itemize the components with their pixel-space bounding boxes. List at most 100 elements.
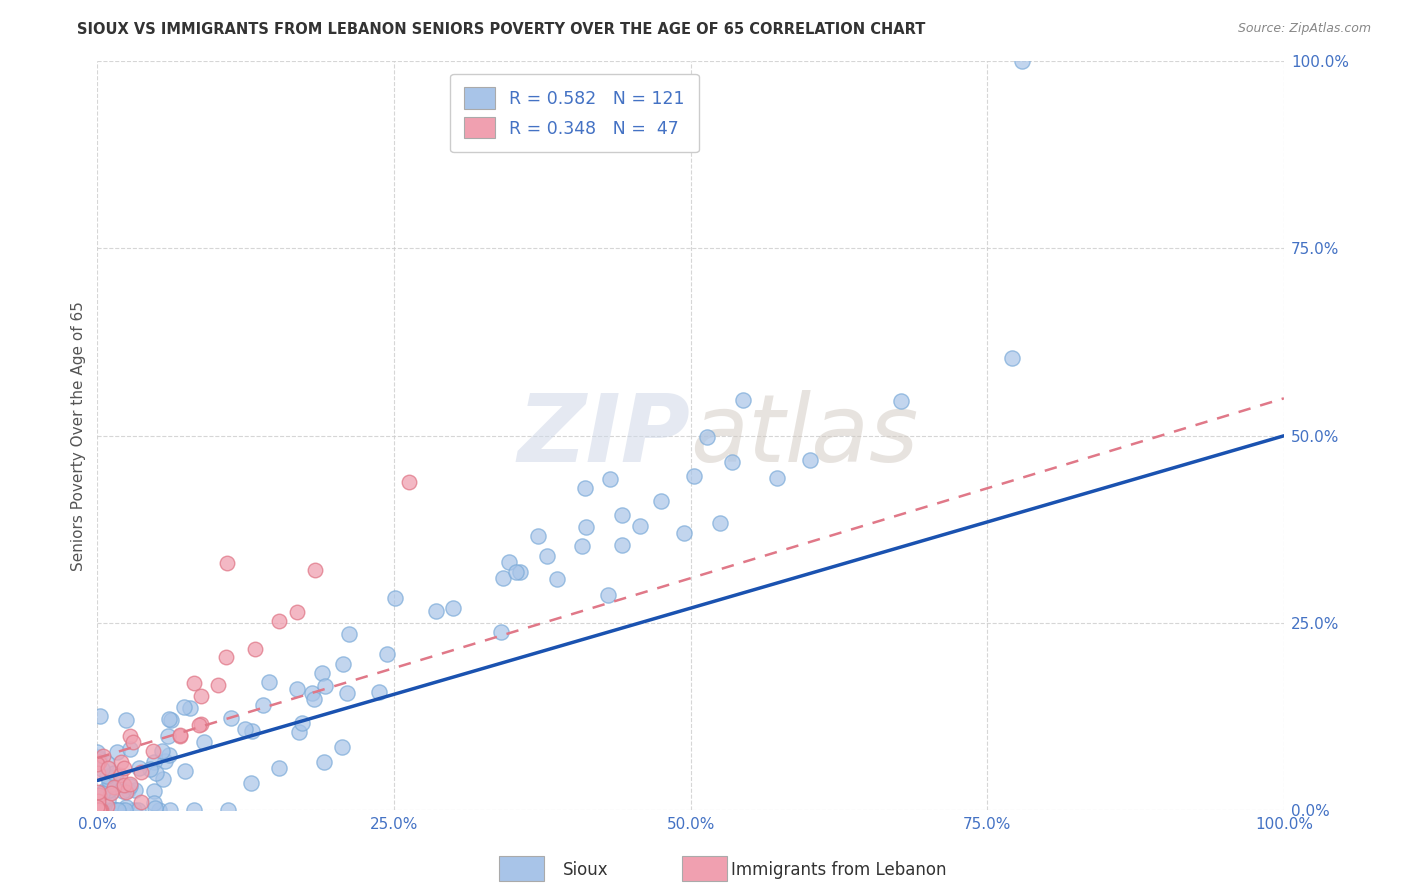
Point [546,573,568,587]
Point [87,804,110,818]
Point [610,508,633,522]
Text: Immigrants from Lebanon: Immigrants from Lebanon [731,861,946,879]
Point [114,779,136,793]
Point [285,681,308,696]
Point [89,804,111,818]
Point [143,801,166,815]
Text: ZIP: ZIP [517,390,690,482]
Point [207,678,229,692]
Point [217,556,239,570]
Point [104,770,127,784]
Point [252,698,274,712]
Point [103,803,125,817]
Point [153,754,176,768]
Point [86,795,108,809]
Point [122,735,145,749]
Point [86,800,108,814]
Point [127,804,149,818]
Point [612,538,634,552]
Point [187,718,209,732]
Point [87,752,110,766]
Point [375,647,398,661]
Point [174,764,197,778]
Point [90,804,112,818]
Point [90,803,112,817]
Point [152,744,174,758]
Point [179,701,201,715]
Point [86,804,108,818]
Point [765,471,787,485]
Point [190,717,212,731]
Point [312,756,335,770]
Point [173,700,195,714]
Point [245,641,267,656]
Point [96,756,118,771]
Point [114,785,136,799]
Point [87,750,110,764]
Point [104,804,127,818]
Y-axis label: Seniors Poverty Over the Age of 65: Seniors Poverty Over the Age of 65 [72,301,86,571]
Point [87,804,110,818]
Point [100,777,122,791]
Point [799,453,821,467]
Point [115,713,138,727]
Text: atlas: atlas [690,391,920,482]
Point [235,722,257,736]
Point [148,804,170,818]
Point [672,526,695,541]
Point [143,755,166,769]
Point [118,742,141,756]
Point [91,748,114,763]
Point [91,804,114,818]
Point [142,743,165,757]
Point [117,783,139,797]
Point [169,728,191,742]
Point [159,804,181,818]
Point [89,804,111,818]
Point [139,762,162,776]
Point [630,518,652,533]
Point [94,783,117,797]
Point [86,804,108,818]
Point [112,761,135,775]
Point [97,761,120,775]
Point [304,563,326,577]
Point [104,804,127,818]
Point [574,481,596,495]
Point [169,729,191,743]
Point [98,782,121,797]
Point [190,689,212,703]
Point [128,761,150,775]
Point [114,804,136,818]
Point [696,430,718,444]
Point [509,565,531,579]
Point [86,756,108,771]
Point [219,711,242,725]
Point [215,649,238,664]
Point [89,804,111,818]
Point [122,804,145,818]
Point [337,627,360,641]
Point [87,765,110,780]
Point [101,804,124,818]
Point [86,804,108,818]
Legend: R = 0.582   N = 121, R = 0.348   N =  47: R = 0.582 N = 121, R = 0.348 N = 47 [450,73,699,153]
Point [1001,351,1024,365]
Point [86,804,108,818]
Point [103,780,125,794]
Point [398,475,420,490]
Point [193,735,215,749]
Point [596,588,619,602]
Point [110,755,132,769]
Point [87,756,110,770]
Point [89,708,111,723]
Point [709,516,731,530]
Point [97,804,120,818]
Point [301,686,323,700]
Point [100,786,122,800]
Point [152,772,174,786]
Point [107,804,129,818]
Point [1011,54,1033,69]
Point [108,768,131,782]
Point [87,789,110,804]
